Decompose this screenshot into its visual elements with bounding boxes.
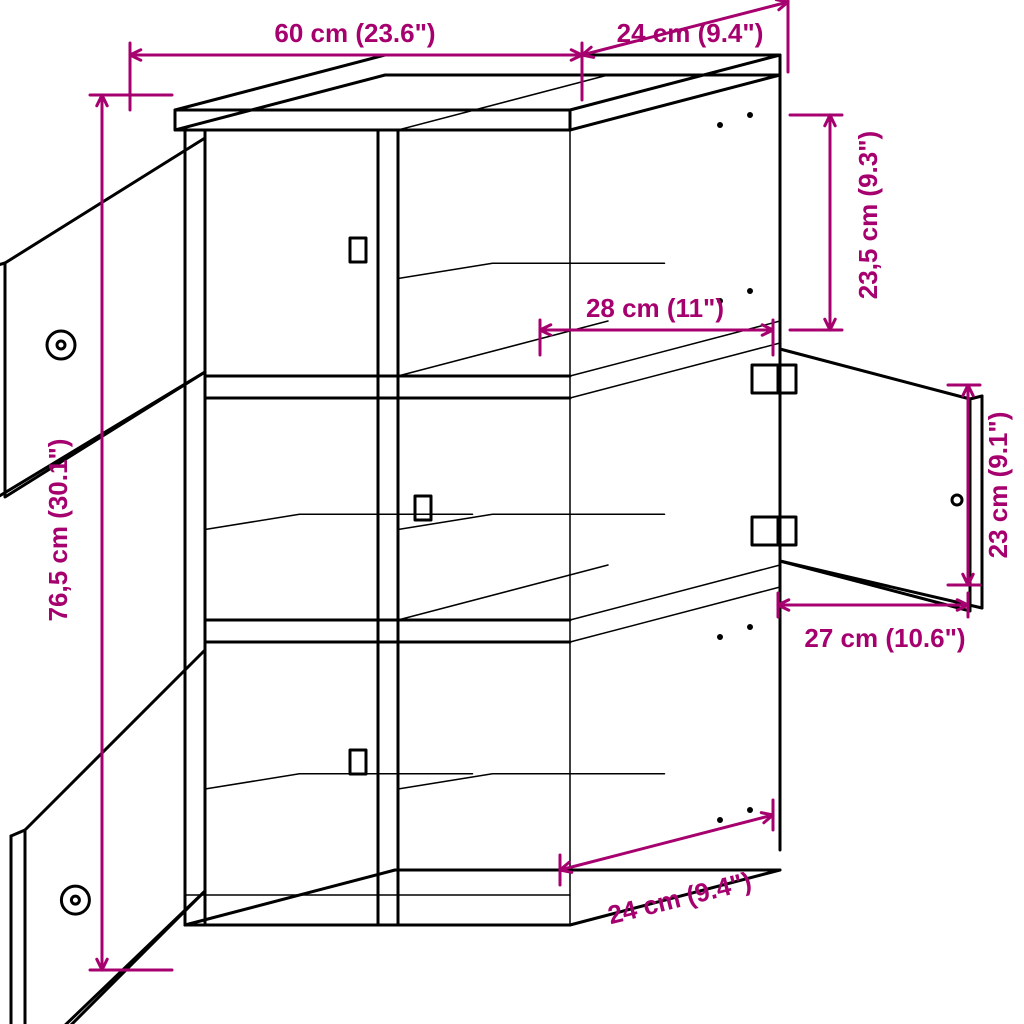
label-inner-d: 24 cm (9.4") — [605, 866, 755, 931]
label-door-w: 27 cm (10.6") — [804, 623, 965, 653]
label-cube-mid: 23 cm (9.1") — [983, 412, 1013, 559]
label-cube-top: 23,5 cm (9.3") — [853, 131, 883, 299]
label-top-depth: 24 cm (9.4") — [617, 18, 764, 48]
dim-inner-d — [560, 815, 773, 870]
label-top-width: 60 cm (23.6") — [274, 18, 435, 48]
label-height: 76,5 cm (30.1") — [43, 439, 73, 622]
dimension-diagram: 60 cm (23.6") 24 cm (9.4") 76,5 cm (30.1")… — [0, 0, 1024, 1024]
label-inner-w: 28 cm (11") — [586, 293, 724, 323]
